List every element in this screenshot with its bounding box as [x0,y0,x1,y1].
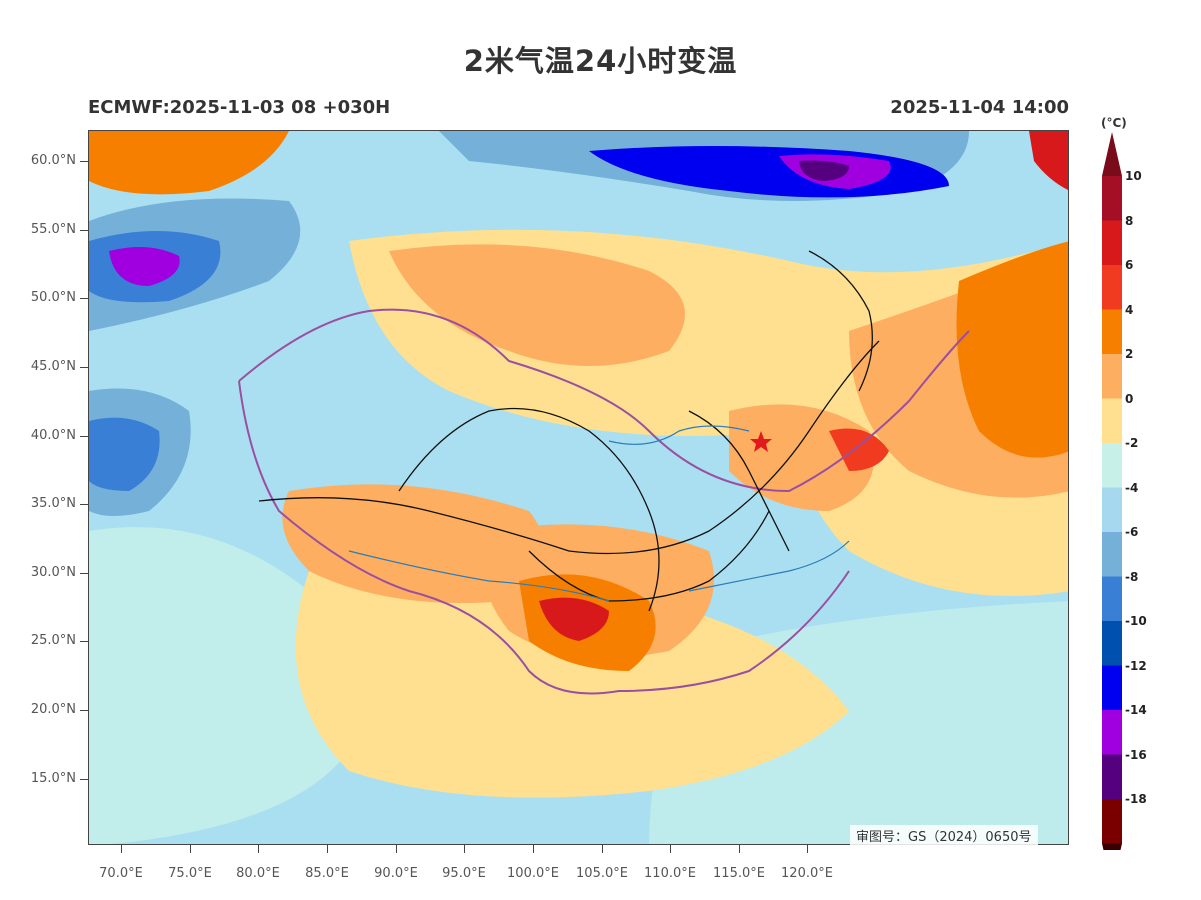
colorbar-segment [1102,220,1122,265]
colorbar-segment [1102,799,1122,844]
lat-tick [80,641,88,642]
lat-label-55n: 55.0°N [30,222,76,237]
colorbar-tick-label: -2 [1125,436,1139,450]
colorbar-segment [1102,354,1122,399]
lat-label-60n: 60.0°N [30,153,76,168]
colorbar-tick-label: 0 [1125,391,1134,406]
lat-label-50n: 50.0°N [30,290,76,305]
colorbar-segment [1102,710,1122,755]
lon-label-85e: 85.0°E [305,866,349,881]
lon-label-75e: 75.0°E [168,866,212,881]
lat-label-35n: 35.0°N [30,496,76,511]
lat-label-40n: 40.0°N [30,428,76,443]
colorbar-segment [1102,665,1122,710]
colorbar-tick-label: -16 [1125,747,1147,762]
lon-tick [739,845,740,853]
lon-tick [670,845,671,853]
lon-tick [258,845,259,853]
map-review-number: 审图号：GS（2024）0650号 [850,825,1038,846]
map-field-svg [89,131,1068,844]
lon-label-90e: 90.0°E [374,866,418,881]
lat-label-30n: 30.0°N [30,565,76,580]
lat-tick [80,779,88,780]
colorbar-segment [1102,176,1122,221]
colorbar-tick-label: -14 [1125,703,1147,717]
lon-tick [396,845,397,853]
lat-label-45n: 45.0°N [30,359,76,374]
colorbar-segment [1102,309,1122,354]
lon-label-120e: 120.0°E [781,866,833,881]
lon-label-70e: 70.0°E [99,866,143,881]
lon-tick [190,845,191,853]
lat-tick [80,230,88,231]
valid-time-label: 2025-11-04 14:00 [890,97,1069,118]
colorbar-tick-label: 4 [1125,302,1134,317]
lon-tick [121,845,122,853]
lon-label-95e: 95.0°E [442,866,486,881]
colorbar-segment [1102,487,1122,532]
lat-tick [80,298,88,299]
colorbar-segment [1102,443,1122,488]
lat-tick [80,710,88,711]
colorbar-tick-label: 8 [1125,213,1134,228]
temperature-change-map [88,130,1069,845]
lon-label-105e: 105.0°E [576,866,628,881]
colorbar-tick-label: 10 [1125,169,1142,183]
lat-tick [80,161,88,162]
lon-label-115e: 115.0°E [713,866,765,881]
colorbar-tick-label: -8 [1125,569,1139,584]
lon-label-110e: 110.0°E [644,866,696,881]
colorbar-segment [1102,754,1122,799]
colorbar-tick-label: -6 [1125,525,1139,539]
colorbar-segment [1102,265,1122,310]
colorbar-tick-label: -10 [1125,614,1147,628]
lat-tick [80,504,88,505]
lon-tick [602,845,603,853]
model-run-label: ECMWF:2025-11-03 08 +030H [88,97,391,118]
lat-label-20n: 20.0°N [30,702,76,717]
lon-tick [533,845,534,853]
chart-title: 2米气温24小时变温 [463,44,738,78]
colorbar-tick-label: -4 [1125,480,1139,495]
colorbar-extend-bottom [1102,843,1122,850]
lat-label-15n: 15.0°N [30,771,76,786]
colorbar-tick-label: 6 [1125,258,1134,272]
colorbar-tick-label: -12 [1125,658,1147,673]
colorbar-segment [1102,621,1122,666]
colorbar-unit: (°C) [1101,116,1127,130]
lat-label-25n: 25.0°N [30,633,76,648]
lon-tick [327,845,328,853]
colorbar-segment [1102,532,1122,577]
colorbar-segment [1102,576,1122,621]
colorbar [1102,132,1122,850]
lon-tick [464,845,465,853]
colorbar-tick-label: -18 [1125,792,1147,806]
lon-label-100e: 100.0°E [507,866,559,881]
colorbar-segment [1102,398,1122,443]
lat-tick [80,367,88,368]
colorbar-extend-top [1102,132,1122,176]
lon-tick [807,845,808,853]
lat-tick [80,573,88,574]
lon-label-80e: 80.0°E [236,866,280,881]
colorbar-tick-label: 2 [1125,347,1134,361]
lat-tick [80,436,88,437]
